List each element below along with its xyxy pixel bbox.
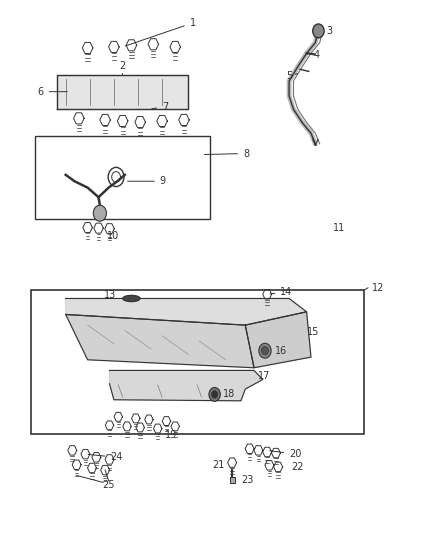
Ellipse shape: [123, 295, 140, 302]
Text: 7: 7: [152, 102, 168, 111]
Circle shape: [93, 205, 106, 221]
Text: 21: 21: [212, 461, 224, 470]
Polygon shape: [66, 298, 307, 325]
Bar: [35, 136, 210, 219]
Text: 19: 19: [165, 430, 177, 440]
Text: 12: 12: [372, 283, 385, 293]
Text: 23: 23: [241, 475, 253, 484]
Text: 1: 1: [125, 18, 196, 46]
Text: 25: 25: [102, 480, 115, 490]
Polygon shape: [110, 370, 263, 401]
Text: 15: 15: [307, 327, 319, 336]
Polygon shape: [57, 75, 188, 109]
Text: 5: 5: [286, 71, 298, 81]
Text: 13: 13: [104, 290, 116, 300]
Text: 2: 2: [120, 61, 126, 75]
Bar: [230, 477, 235, 483]
Text: 14: 14: [270, 287, 293, 297]
Circle shape: [212, 391, 218, 398]
Text: 24: 24: [88, 453, 123, 462]
Circle shape: [261, 346, 268, 355]
Text: 8: 8: [204, 149, 249, 158]
Polygon shape: [66, 314, 254, 368]
Text: 10: 10: [107, 231, 119, 241]
Text: 17: 17: [258, 371, 271, 381]
Circle shape: [259, 343, 271, 358]
Text: 22: 22: [291, 462, 304, 472]
Text: 16: 16: [275, 346, 287, 356]
Circle shape: [209, 387, 220, 401]
Text: 18: 18: [223, 390, 235, 399]
Text: 3: 3: [326, 26, 332, 36]
Text: 11: 11: [333, 223, 345, 233]
Text: 20: 20: [270, 449, 301, 459]
Bar: [31, 290, 364, 434]
Text: 6: 6: [38, 87, 67, 96]
Text: 9: 9: [127, 176, 166, 186]
Text: 4: 4: [313, 51, 319, 60]
Circle shape: [313, 24, 324, 38]
Polygon shape: [245, 312, 311, 368]
